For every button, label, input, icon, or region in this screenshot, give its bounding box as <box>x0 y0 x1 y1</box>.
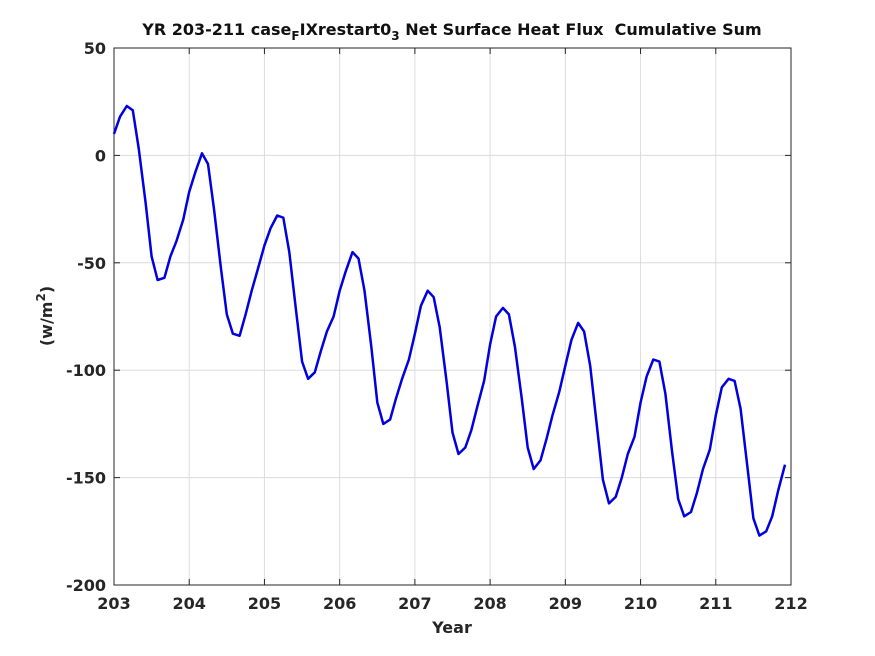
x-tick-label: 208 <box>473 594 506 613</box>
chart-title: YR 203-211 caseFIXrestart03 Net Surface … <box>141 20 761 43</box>
x-tick-label: 205 <box>248 594 281 613</box>
series-line <box>112 104 787 537</box>
y-tick-label: 0 <box>95 146 106 165</box>
y-tick-label: -100 <box>66 361 106 380</box>
y-tick-label: 50 <box>84 39 106 58</box>
grid-lines <box>113 47 792 586</box>
x-tick-label: 210 <box>624 594 657 613</box>
x-tick-label: 209 <box>549 594 582 613</box>
y-tick-label: -150 <box>66 469 106 488</box>
x-tick-label: 203 <box>97 594 130 613</box>
x-tick-label: 206 <box>323 594 356 613</box>
x-tick-label: 207 <box>398 594 431 613</box>
x-axis-label: Year <box>431 618 472 637</box>
x-tick-label: 212 <box>774 594 807 613</box>
plot-frame <box>113 47 792 586</box>
y-axis-label: (w/m2) <box>34 286 56 346</box>
y-axis-ticks: 50 0 -50 -100 -150 -200 <box>66 39 791 595</box>
y-tick-label: -200 <box>66 576 106 595</box>
y-tick-label: -50 <box>77 254 106 273</box>
x-axis-ticks: 203 204 205 206 207 208 209 210 211 212 <box>97 48 808 613</box>
x-tick-label: 204 <box>173 594 206 613</box>
x-tick-label: 211 <box>699 594 732 613</box>
